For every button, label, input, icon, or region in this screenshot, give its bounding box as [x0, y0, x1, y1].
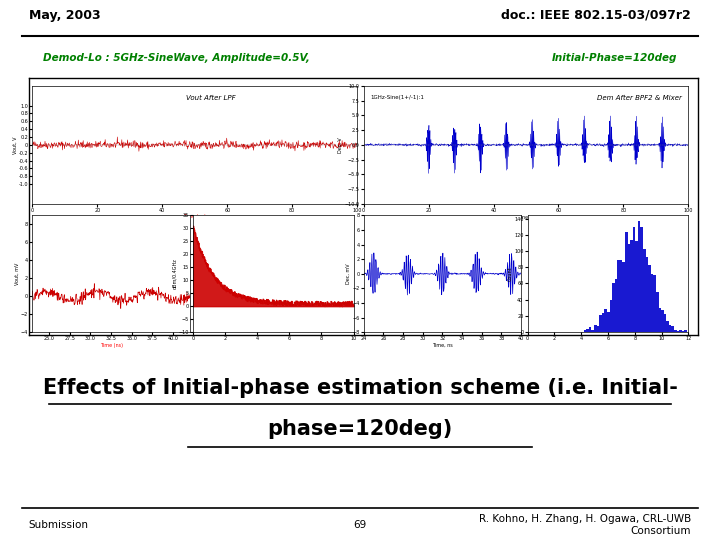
- Bar: [653, 275, 656, 332]
- Bar: [669, 325, 672, 332]
- Bar: [659, 308, 661, 332]
- Bar: [615, 279, 617, 332]
- Bar: [651, 274, 653, 332]
- Bar: [584, 330, 586, 332]
- Bar: [628, 245, 630, 332]
- Bar: [635, 241, 638, 332]
- Y-axis label: Count: Count: [508, 266, 513, 281]
- Text: Rx-Side: Rx-Side: [35, 86, 74, 95]
- Y-axis label: Vout, V: Vout, V: [12, 136, 17, 153]
- Text: doc.: IEEE 802.15-03/097r2: doc.: IEEE 802.15-03/097r2: [501, 9, 691, 22]
- Y-axis label: Dec, V: Dec, V: [338, 137, 343, 153]
- Bar: [672, 326, 674, 332]
- Bar: [641, 227, 643, 332]
- Bar: [589, 327, 591, 332]
- Text: Demod-Lo : 5GHz-SineWave, Amplitude=0.5V,: Demod-Lo : 5GHz-SineWave, Amplitude=0.5V…: [43, 53, 310, 63]
- Bar: [617, 260, 620, 332]
- X-axis label: Time (ns): Time (ns): [184, 214, 206, 219]
- Text: Effects of Initial-phase estimation scheme (i.e. Initial-: Effects of Initial-phase estimation sche…: [42, 377, 678, 398]
- Text: 1GHz-Sine(1+/-1):1: 1GHz-Sine(1+/-1):1: [370, 95, 424, 100]
- Bar: [679, 330, 682, 332]
- Bar: [604, 308, 607, 332]
- Bar: [625, 232, 628, 332]
- Bar: [664, 314, 666, 332]
- Bar: [674, 329, 677, 332]
- Bar: [682, 331, 684, 332]
- Text: Dem After BPF2 & Mixer: Dem After BPF2 & Mixer: [597, 95, 682, 102]
- Bar: [633, 227, 635, 332]
- Bar: [646, 258, 648, 332]
- Bar: [599, 315, 602, 332]
- Bar: [677, 331, 679, 332]
- Text: 69: 69: [354, 520, 366, 530]
- Bar: [643, 249, 646, 332]
- Bar: [661, 310, 664, 332]
- Bar: [612, 282, 615, 332]
- Bar: [656, 292, 659, 332]
- X-axis label: Time, ns: Time, ns: [516, 214, 536, 219]
- Bar: [666, 321, 669, 332]
- Bar: [602, 313, 604, 332]
- Bar: [607, 312, 610, 332]
- Bar: [630, 240, 633, 332]
- Text: Submission: Submission: [29, 520, 89, 530]
- Bar: [622, 262, 625, 332]
- Bar: [684, 329, 687, 332]
- X-axis label: Time, ns: Time, ns: [432, 343, 453, 348]
- Text: Vout After LPF: Vout After LPF: [186, 95, 236, 102]
- Bar: [610, 300, 612, 332]
- Bar: [638, 221, 641, 332]
- Bar: [594, 325, 597, 332]
- X-axis label: Time (ns): Time (ns): [99, 343, 122, 348]
- Bar: [620, 260, 622, 332]
- Text: Initial-Phase=120deg: Initial-Phase=120deg: [552, 53, 677, 63]
- Text: phase=120deg): phase=120deg): [267, 419, 453, 440]
- Y-axis label: Dec, mV: Dec, mV: [346, 264, 351, 284]
- Text: May, 2003: May, 2003: [29, 9, 100, 22]
- Text: R. Kohno, H. Zhang, H. Ogawa, CRL-UWB
Consortium: R. Kohno, H. Zhang, H. Ogawa, CRL-UWB Co…: [479, 514, 691, 536]
- Bar: [597, 326, 599, 332]
- Bar: [586, 329, 589, 332]
- Y-axis label: dBm/0.4GHz: dBm/0.4GHz: [172, 258, 177, 289]
- Bar: [648, 265, 651, 332]
- Bar: [591, 329, 594, 332]
- Y-axis label: Vout, mV: Vout, mV: [14, 262, 19, 285]
